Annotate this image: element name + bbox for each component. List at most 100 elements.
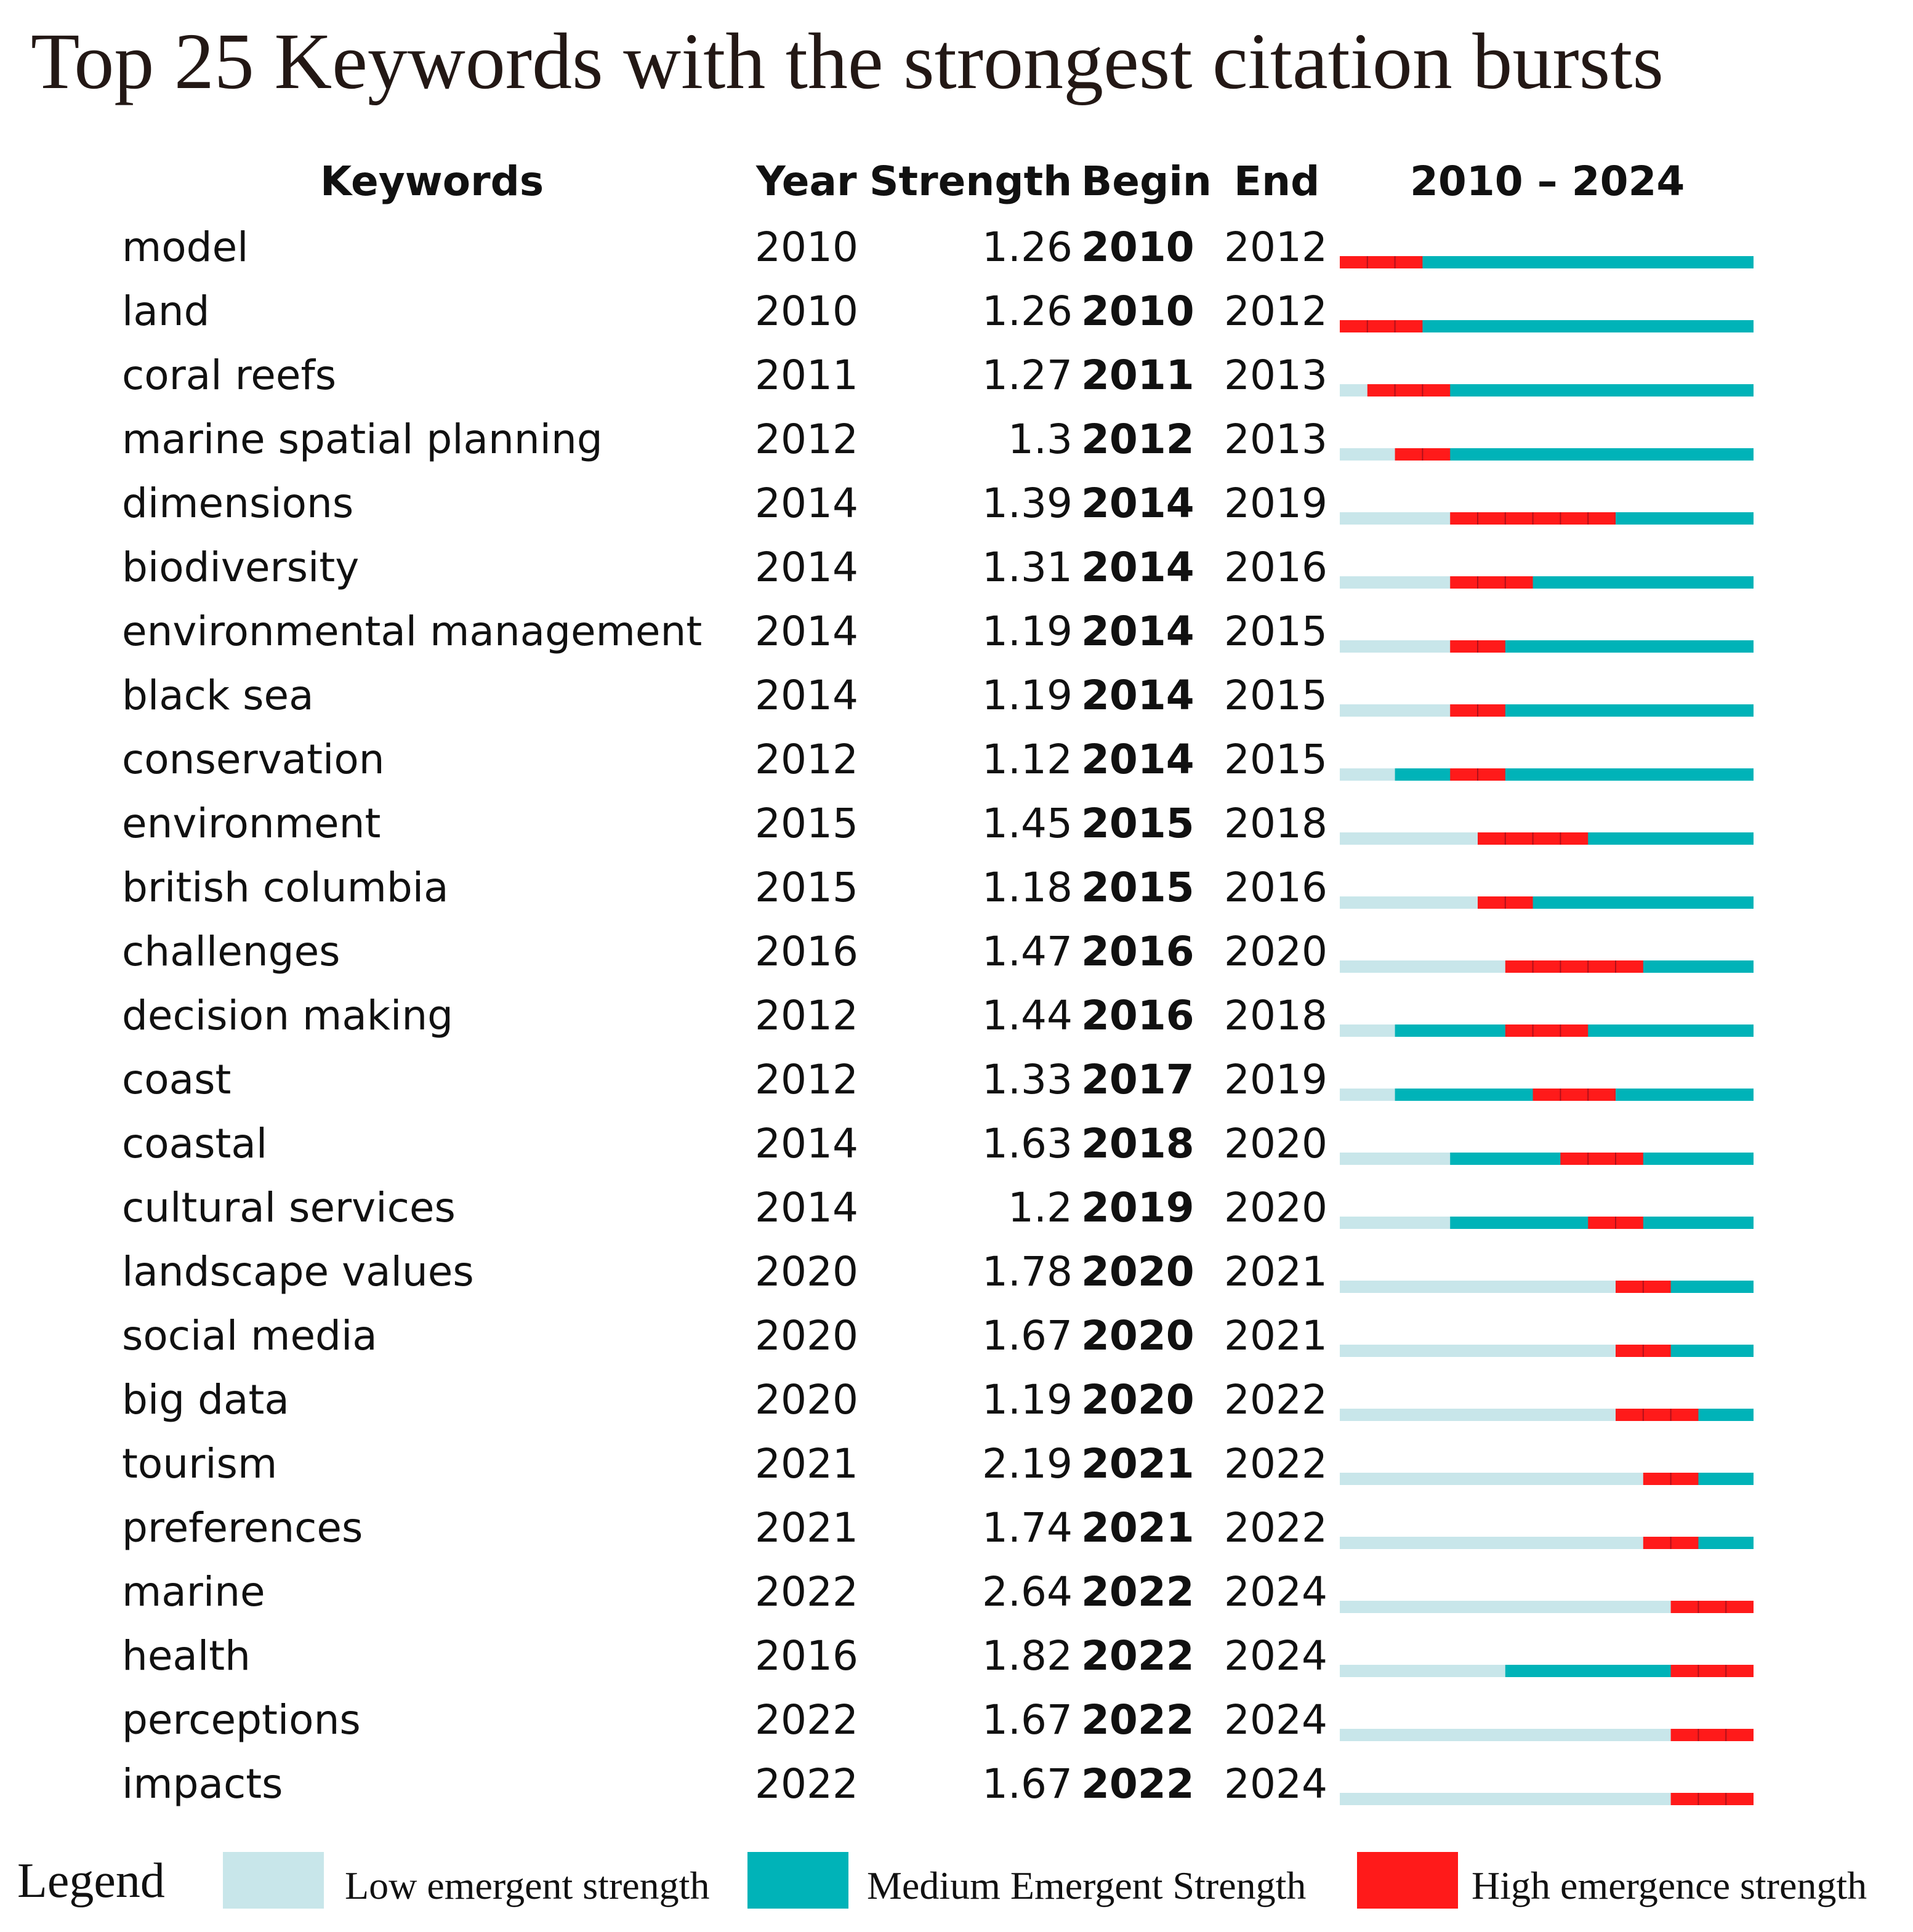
burst-segment-medium: [1588, 256, 1616, 268]
burst-segment-low: [1367, 960, 1396, 973]
end-cell: 2015: [1224, 608, 1327, 655]
burst-segment-low: [1340, 832, 1368, 845]
burst-segment-medium: [1726, 1345, 1754, 1357]
burst-segment-low: [1532, 1409, 1561, 1421]
burst-segment-medium: [1616, 704, 1644, 717]
burst-segment-low: [1395, 512, 1423, 525]
burst-divider: [1394, 320, 1396, 332]
year-cell: 2012: [755, 416, 858, 463]
burst-segment-low: [1340, 1217, 1368, 1229]
burst-segment-high: [1560, 1024, 1589, 1037]
burst-divider: [1642, 1345, 1644, 1357]
begin-cell: 2019: [1081, 1184, 1194, 1231]
table-row: marine spatial planning 2012 1.3 2012 2013: [0, 408, 1913, 472]
year-cell: 2010: [755, 288, 858, 335]
burst-segment-medium: [1726, 640, 1754, 653]
begin-cell: 2010: [1081, 223, 1194, 271]
burst-segment-low: [1505, 1473, 1534, 1485]
burst-segment-low: [1367, 1153, 1396, 1165]
burst-segment-medium: [1698, 1089, 1726, 1101]
burst-segment-medium: [1616, 832, 1644, 845]
burst-divider: [1560, 960, 1561, 973]
burst-segment-low: [1422, 1473, 1451, 1485]
burst-segment-medium: [1478, 256, 1506, 268]
burst-segment-low: [1560, 1601, 1589, 1613]
keyword-cell: environment: [122, 800, 381, 847]
keyword-cell: environmental management: [122, 608, 703, 655]
burst-divider: [1477, 640, 1478, 653]
burst-segment-low: [1340, 896, 1368, 909]
burst-bar: [1340, 1217, 1754, 1229]
keyword-cell: dimensions: [122, 480, 354, 527]
burst-segment-medium: [1726, 1409, 1754, 1421]
burst-segment-low: [1395, 1793, 1423, 1805]
burst-segment-high: [1670, 1601, 1699, 1613]
burst-segment-medium: [1670, 576, 1699, 589]
burst-segment-medium: [1670, 640, 1699, 653]
burst-segment-medium: [1670, 1345, 1699, 1357]
burst-segment-medium: [1450, 320, 1478, 332]
burst-segment-low: [1478, 1665, 1506, 1677]
burst-segment-low: [1616, 1473, 1644, 1485]
burst-segment-medium: [1588, 896, 1616, 909]
burst-segment-medium: [1532, 704, 1561, 717]
strength-cell: 1.19: [982, 608, 1073, 655]
burst-segment-low: [1340, 1281, 1368, 1293]
burst-segment-medium: [1422, 320, 1451, 332]
burst-segment-low: [1478, 1345, 1506, 1357]
burst-segment-medium: [1643, 960, 1672, 973]
burst-segment-low: [1340, 1793, 1368, 1805]
burst-segment-high: [1505, 1024, 1534, 1037]
burst-segment-medium: [1505, 1665, 1534, 1677]
burst-segment-low: [1395, 1217, 1423, 1229]
burst-segment-medium: [1670, 384, 1699, 396]
burst-segment-medium: [1698, 512, 1726, 525]
burst-segment-low: [1478, 1729, 1506, 1741]
burst-segment-high: [1532, 1089, 1561, 1101]
burst-segment-medium: [1698, 832, 1726, 845]
burst-divider: [1422, 448, 1424, 461]
burst-divider: [1532, 1024, 1534, 1037]
burst-segment-medium: [1478, 1089, 1506, 1101]
table-row: biodiversity 2014 1.31 2014 2016: [0, 536, 1913, 600]
burst-segment-medium: [1395, 1024, 1423, 1037]
strength-cell: 1.67: [982, 1312, 1073, 1359]
end-cell: 2012: [1224, 223, 1327, 271]
begin-cell: 2016: [1081, 928, 1194, 975]
burst-segment-low: [1422, 1665, 1451, 1677]
strength-cell: 1.47: [982, 928, 1073, 975]
burst-segment-medium: [1532, 1217, 1561, 1229]
burst-segment-medium: [1588, 576, 1616, 589]
burst-segment-low: [1422, 1601, 1451, 1613]
burst-segment-low: [1395, 576, 1423, 589]
burst-segment-medium: [1643, 1153, 1672, 1165]
burst-segment-medium: [1560, 896, 1589, 909]
keyword-cell: impacts: [122, 1760, 283, 1808]
table-row: british columbia 2015 1.18 2015 2016: [0, 856, 1913, 920]
burst-divider: [1532, 832, 1534, 845]
burst-segment-medium: [1698, 320, 1726, 332]
burst-segment-medium: [1643, 1024, 1672, 1037]
begin-cell: 2014: [1081, 672, 1194, 719]
begin-cell: 2015: [1081, 864, 1194, 911]
end-cell: 2020: [1224, 928, 1327, 975]
year-cell: 2016: [755, 928, 858, 975]
end-cell: 2016: [1224, 864, 1327, 911]
burst-segment-low: [1395, 1153, 1423, 1165]
table-row: challenges 2016 1.47 2016 2020: [0, 920, 1913, 984]
burst-segment-low: [1367, 1665, 1396, 1677]
begin-cell: 2021: [1081, 1440, 1194, 1487]
table-row: marine 2022 2.64 2022 2024: [0, 1560, 1913, 1624]
keyword-cell: black sea: [122, 672, 314, 719]
burst-segment-low: [1422, 1281, 1451, 1293]
burst-bar: [1340, 512, 1754, 525]
burst-segment-medium: [1698, 1345, 1726, 1357]
strength-cell: 2.19: [982, 1440, 1073, 1487]
burst-segment-low: [1450, 1665, 1478, 1677]
burst-segment-low: [1505, 1537, 1534, 1549]
burst-bar: [1340, 896, 1754, 909]
burst-divider: [1642, 1409, 1644, 1421]
burst-segment-low: [1340, 1537, 1368, 1549]
burst-segment-medium: [1532, 1153, 1561, 1165]
burst-segment-medium: [1670, 256, 1699, 268]
